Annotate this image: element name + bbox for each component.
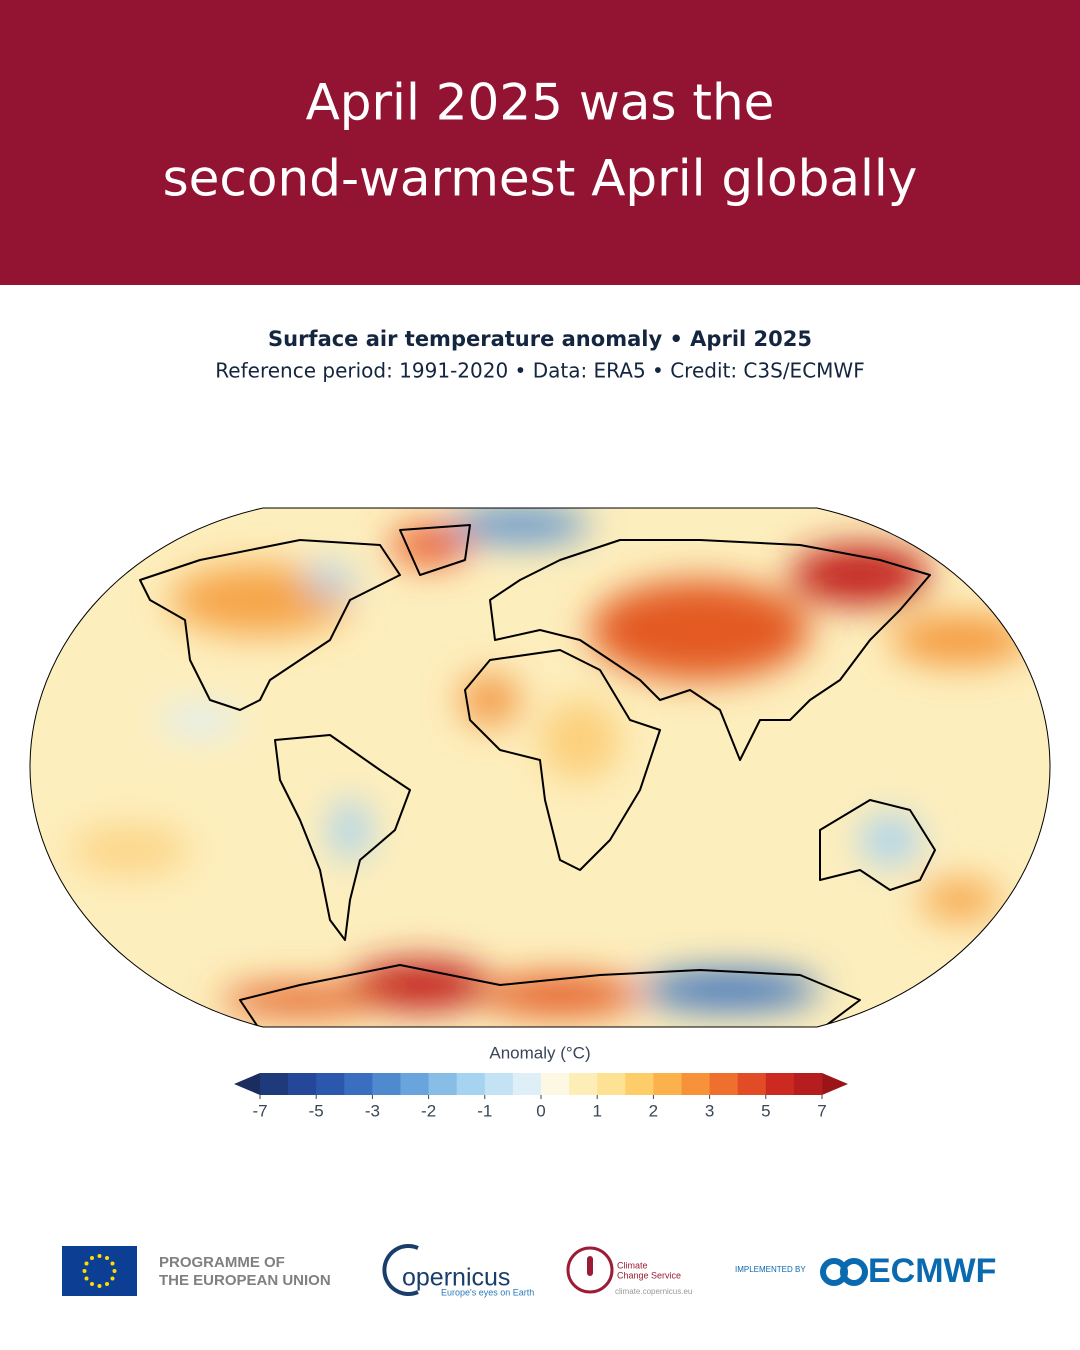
colorbar-tick-label: -1 xyxy=(477,1101,492,1120)
colorbar-segment xyxy=(793,1073,823,1095)
colorbar-segment xyxy=(709,1073,739,1095)
map-subtitle: Reference period: 1991-2020 • Data: ERA5… xyxy=(215,359,864,383)
colorbar-tick-label: 1 xyxy=(592,1101,601,1120)
eu-stars xyxy=(82,1254,117,1288)
headline: April 2025 was the xyxy=(306,74,775,132)
colorbar-segment xyxy=(400,1073,430,1095)
colorbar-segment xyxy=(765,1073,795,1095)
ecmwf-symbol xyxy=(820,1258,868,1286)
eu-text: THE EUROPEAN UNION xyxy=(159,1272,331,1289)
eu-star xyxy=(97,1284,102,1288)
c3s-text: Change Service xyxy=(617,1270,681,1280)
colorbar-segment xyxy=(569,1073,598,1095)
eu-star xyxy=(105,1281,109,1286)
ecmwf-prefix: IMPLEMENTED BY xyxy=(735,1265,806,1274)
colorbar-segment xyxy=(316,1073,345,1095)
c3s-logo xyxy=(566,1246,614,1294)
eu-star xyxy=(84,1261,89,1266)
copernicus-name: opernicus xyxy=(402,1264,510,1292)
colorbar-segment xyxy=(541,1073,570,1095)
colorbar-segment xyxy=(428,1073,458,1095)
colorbar-tick-label: 0 xyxy=(536,1101,545,1120)
eu-text: PROGRAMME OF xyxy=(159,1254,285,1271)
eu-star xyxy=(84,1276,89,1281)
c3s-url: climate.copernicus.eu xyxy=(615,1287,692,1296)
map-frame xyxy=(29,507,1051,1028)
copernicus-tagline: Europe's eyes on Earth xyxy=(441,1287,534,1297)
colorbar-tick-label: 3 xyxy=(705,1101,714,1120)
colorbar-segment xyxy=(456,1073,486,1095)
c3s-text: Climate xyxy=(617,1260,648,1270)
colorbar-segment xyxy=(344,1073,373,1095)
eu-star xyxy=(82,1269,87,1273)
coastlines xyxy=(139,524,936,1027)
eu-star xyxy=(105,1256,109,1261)
header-band xyxy=(0,0,1080,285)
colorbar-segment xyxy=(484,1073,514,1095)
map xyxy=(30,508,1050,1027)
colorbar-tick-label: -7 xyxy=(252,1101,267,1120)
colorbar-tick-label: 5 xyxy=(761,1101,770,1120)
colorbar: -7 -5 -3 -2 -1 0 1 2 3 5 7 xyxy=(234,1073,848,1120)
colorbar-tick-label: 7 xyxy=(817,1101,826,1120)
anomaly-field xyxy=(70,508,1030,1015)
colorbar-label: Anomaly (°C) xyxy=(489,1043,590,1062)
eu-star xyxy=(97,1254,102,1258)
c3s-thermometer xyxy=(587,1256,593,1276)
colorbar-segment xyxy=(681,1073,711,1095)
colorbar-segment xyxy=(625,1073,654,1095)
colorbar-segment xyxy=(288,1073,317,1095)
eu-star xyxy=(110,1261,115,1266)
colorbar-tick-label: -2 xyxy=(421,1101,436,1120)
colorbar-segment xyxy=(653,1073,682,1095)
colorbar-tick-label: -3 xyxy=(365,1101,380,1120)
eu-star xyxy=(90,1281,94,1286)
colorbar-segment xyxy=(737,1073,767,1095)
eu-flag xyxy=(62,1246,137,1296)
copernicus-c xyxy=(382,1244,419,1296)
footer: PROGRAMME OF THE EUROPEAN UNION opernicu… xyxy=(62,1244,996,1297)
colorbar-extend xyxy=(234,1073,260,1095)
colorbar-tick-label: 2 xyxy=(649,1101,658,1120)
colorbar-extend xyxy=(822,1073,848,1095)
eu-star xyxy=(112,1269,117,1273)
colorbar-segment xyxy=(597,1073,626,1095)
colorbar-segment xyxy=(260,1073,289,1095)
colorbar-tick-label: -5 xyxy=(309,1101,324,1120)
colorbar-segment xyxy=(512,1073,542,1095)
eu-star xyxy=(110,1276,115,1281)
headline: second-warmest April globally xyxy=(163,150,918,208)
colorbar-segment xyxy=(372,1073,401,1095)
eu-star xyxy=(90,1256,94,1261)
map-title: Surface air temperature anomaly • April … xyxy=(268,327,812,351)
ecmwf-name: ECMWF xyxy=(868,1252,996,1290)
